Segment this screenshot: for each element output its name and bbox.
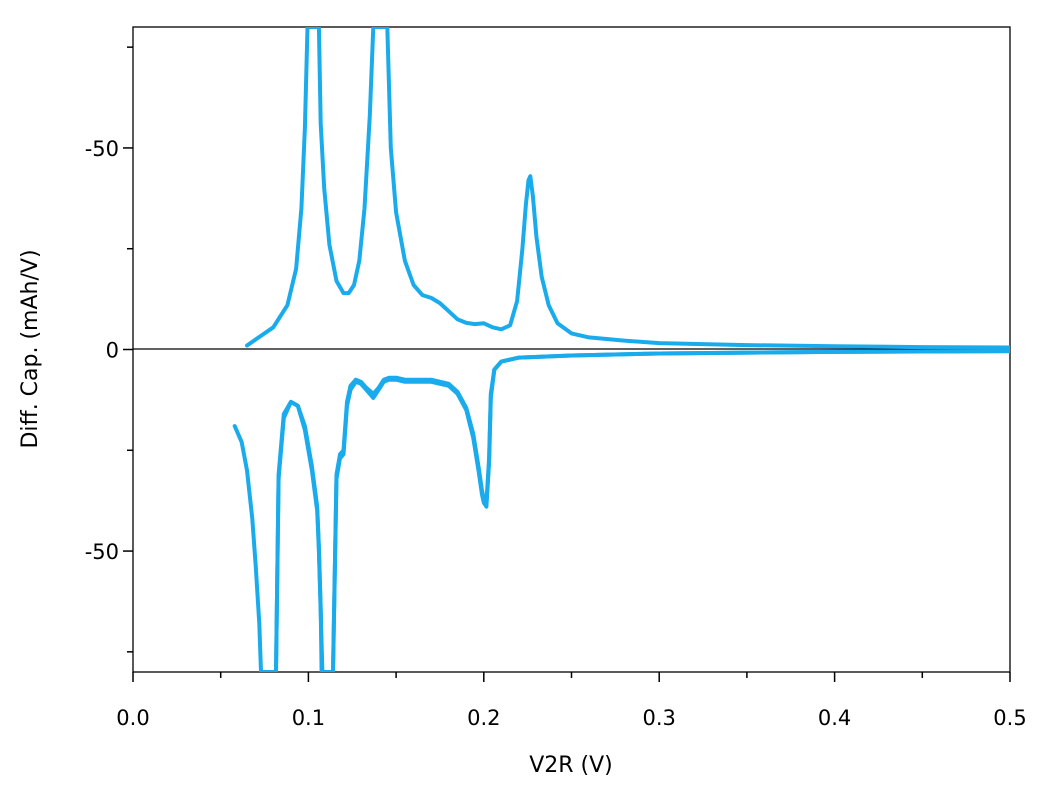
axis-ticks: [123, 46, 1011, 682]
y-tick-label: -50: [85, 540, 119, 564]
y-tick-label: 0: [106, 339, 119, 363]
x-tick-label: 0.2: [467, 706, 500, 730]
x-tick-label: 0.0: [116, 706, 149, 730]
dq-dv-curve-1: [245, 27, 1010, 350]
x-tick-label: 0.1: [292, 706, 325, 730]
curves: [232, 27, 1010, 672]
x-tick-label: 0.4: [818, 706, 851, 730]
tick-labels: 0.0 0.1 0.2 0.3 0.4 0.5 -50 0 -50: [85, 137, 1027, 730]
x-tick-label: 0.5: [993, 706, 1026, 730]
x-tick-label: 0.3: [642, 706, 675, 730]
x-axis-title: V2R (V): [529, 753, 613, 778]
dq-dv-curve-2: [232, 349, 1010, 672]
y-axis-title: Diff. Cap. (mAh/V): [18, 249, 43, 448]
dq-dv-curve-3: [267, 349, 1010, 672]
y-tick-label: -50: [85, 137, 119, 161]
